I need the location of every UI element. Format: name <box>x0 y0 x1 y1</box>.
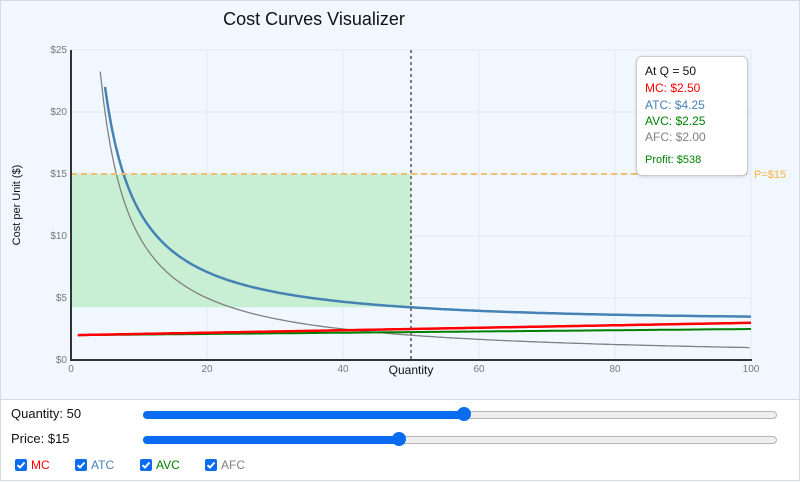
avc-checkbox[interactable] <box>140 459 152 471</box>
value-tooltip: At Q = 50 MC: $2.50 ATC: $4.25 AVC: $2.2… <box>636 56 748 176</box>
quantity-slider-fill <box>143 411 465 419</box>
price-label: Price: $15 <box>11 431 70 446</box>
toggle-avc[interactable]: AVC <box>140 458 180 472</box>
toggle-atc[interactable]: ATC <box>75 458 114 472</box>
svg-text:$0: $0 <box>56 355 68 366</box>
tooltip-afc: AFC: $2.00 <box>645 130 706 144</box>
price-slider[interactable] <box>143 432 777 446</box>
svg-text:$15: $15 <box>50 169 67 180</box>
check-icon <box>76 461 86 469</box>
avc-toggle-label: AVC <box>156 458 180 472</box>
mc-toggle-label: MC <box>31 458 50 472</box>
quantity-slider[interactable] <box>143 407 777 421</box>
quantity-label: Quantity: 50 <box>11 406 82 421</box>
svg-text:$25: $25 <box>50 45 67 56</box>
price-slider-fill <box>143 436 399 444</box>
svg-text:0: 0 <box>68 364 74 375</box>
svg-text:20: 20 <box>201 364 213 375</box>
price-slider-thumb[interactable] <box>392 432 406 446</box>
svg-text:100: 100 <box>743 364 760 375</box>
quantity-slider-thumb[interactable] <box>457 407 472 421</box>
controls-panel: Quantity: 50 Price: $15 MC ATC AVC AFC <box>0 400 800 481</box>
tooltip-header: At Q = 50 <box>645 64 697 78</box>
toggle-afc[interactable]: AFC <box>205 458 245 472</box>
atc-curve <box>103 86 751 318</box>
tooltip-avc: AVC: $2.25 <box>645 114 706 128</box>
price-line-label: P=$15 <box>754 169 786 181</box>
chart-title: Cost Curves Visualizer <box>223 9 405 29</box>
svg-text:60: 60 <box>473 364 485 375</box>
svg-text:40: 40 <box>337 364 349 375</box>
svg-text:$5: $5 <box>56 293 68 304</box>
afc-toggle-label: AFC <box>221 458 245 472</box>
afc-checkbox[interactable] <box>205 459 217 471</box>
tooltip-mc: MC: $2.50 <box>645 81 701 95</box>
atc-toggle-label: ATC <box>91 458 115 472</box>
afc-curve <box>99 71 750 349</box>
tooltip-profit: Profit: $538 <box>645 154 702 166</box>
svg-text:$20: $20 <box>50 107 67 118</box>
axis-ticks: 0 20 40 60 80 100 $0 $5 $10 $15 $20 $25 <box>50 45 759 375</box>
svg-text:$10: $10 <box>50 231 67 242</box>
mc-curve <box>77 321 752 337</box>
atc-checkbox[interactable] <box>75 459 87 471</box>
y-axis-label: Cost per Unit ($) <box>11 165 23 246</box>
mc-checkbox[interactable] <box>15 459 27 471</box>
check-icon <box>141 461 151 469</box>
chart-panel: Cost Curves Visualizer P=$15 0 20 40 60 80 10… <box>0 0 800 401</box>
toggle-mc[interactable]: MC <box>15 458 50 472</box>
cost-curves <box>77 71 752 349</box>
tooltip-atc: ATC: $4.25 <box>645 98 705 112</box>
check-icon <box>206 461 216 469</box>
svg-text:80: 80 <box>609 364 621 375</box>
x-axis-label: Quantity <box>389 363 434 377</box>
check-icon <box>16 461 26 469</box>
